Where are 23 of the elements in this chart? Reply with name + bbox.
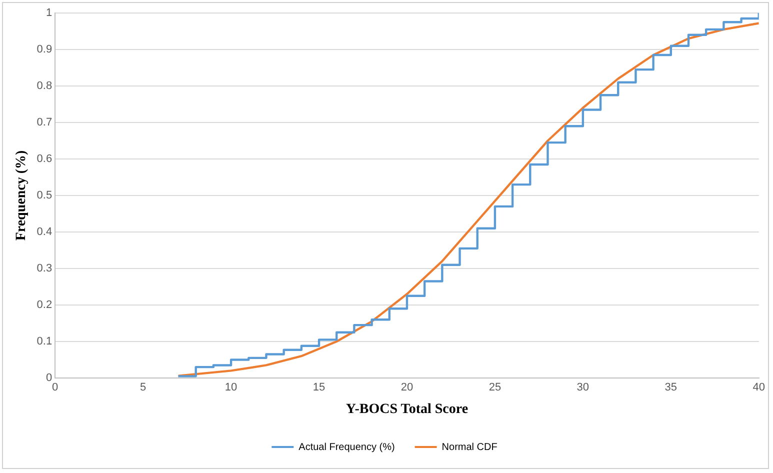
y-tick-label: 0.7 [36, 116, 52, 129]
y-tick-label: 0.3 [36, 262, 52, 275]
x-tick-label: 5 [140, 382, 146, 394]
y-tick-label: 0.5 [36, 190, 52, 202]
x-tick-label: 15 [312, 382, 326, 394]
y-tick-label: 0 [46, 372, 52, 384]
y-tick-label: 0.9 [36, 44, 52, 56]
legend-label: Actual Frequency (%) [298, 442, 395, 453]
y-tick-label: 1 [46, 7, 52, 20]
y-tick-label: 0.1 [36, 336, 52, 348]
x-tick-label: 35 [664, 382, 678, 394]
y-tick-label: 0.8 [36, 80, 52, 92]
y-tick-label: 0.2 [36, 299, 52, 312]
legend-label: Normal CDF [442, 442, 498, 453]
x-tick-label: 25 [488, 382, 502, 394]
x-tick-label: 30 [576, 382, 590, 394]
x-tick-label: 20 [400, 382, 414, 394]
x-tick-label: 40 [752, 382, 766, 394]
y-tick-label: 0.4 [36, 226, 52, 238]
y-tick-label: 0.6 [36, 153, 52, 166]
x-axis-title: Y-BOCS Total Score [346, 402, 468, 418]
x-tick-label: 10 [224, 382, 238, 394]
y-axis-title: Frequency (%) [14, 150, 30, 241]
